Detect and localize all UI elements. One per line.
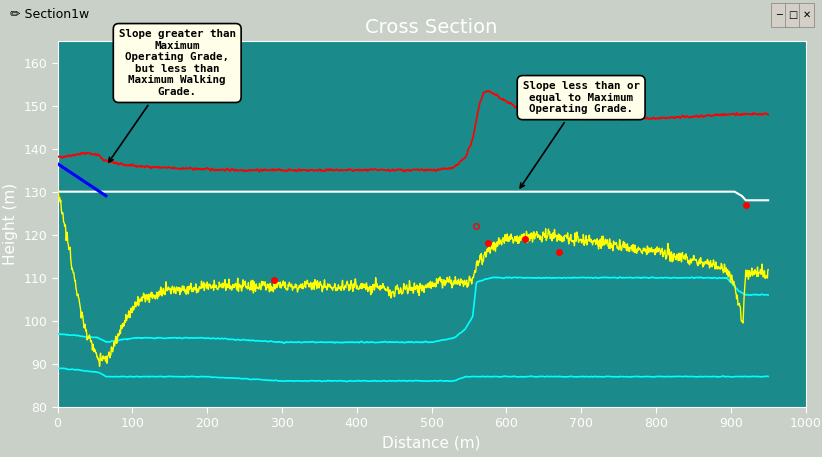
X-axis label: Distance (m): Distance (m) [382,436,481,451]
Title: Cross Section: Cross Section [365,18,498,37]
Text: Slope greater than
Maximum
Operating Grade,
but less than
Maximum Walking
Grade.: Slope greater than Maximum Operating Gra… [109,29,236,162]
FancyBboxPatch shape [799,3,814,27]
Text: ✕: ✕ [803,10,811,20]
Text: ─: ─ [776,10,783,20]
Text: □: □ [788,10,798,20]
Text: Slope less than or
equal to Maximum
Operating Grade.: Slope less than or equal to Maximum Oper… [520,81,640,188]
Y-axis label: Height (m): Height (m) [2,183,18,265]
FancyBboxPatch shape [785,3,800,27]
Text: ✏ Section1w: ✏ Section1w [10,8,89,21]
FancyBboxPatch shape [771,3,786,27]
